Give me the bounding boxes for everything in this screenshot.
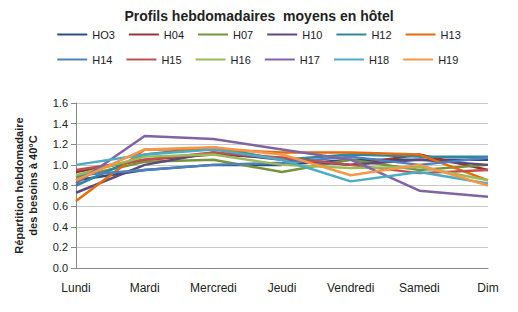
svg-text:1.6: 1.6: [53, 97, 68, 109]
svg-text:0.4: 0.4: [53, 221, 68, 233]
svg-text:H10: H10: [302, 29, 322, 41]
svg-text:des besoins à 40°C: des besoins à 40°C: [27, 135, 39, 235]
svg-text:Répartition hebdomadaire: Répartition hebdomadaire: [13, 117, 25, 253]
svg-text:H16: H16: [231, 54, 251, 66]
svg-text:H18: H18: [369, 54, 389, 66]
svg-text:Vendredi: Vendredi: [327, 281, 374, 295]
svg-text:H12: H12: [371, 29, 391, 41]
svg-text:Profils hebdomadaires moyens: Profils hebdomadaires moyens en hôtel: [124, 8, 393, 24]
svg-text:0.0: 0.0: [53, 262, 68, 274]
svg-text:H14: H14: [92, 54, 112, 66]
svg-text:H19: H19: [438, 54, 458, 66]
svg-text:1.2: 1.2: [53, 138, 68, 150]
svg-text:0.6: 0.6: [53, 200, 68, 212]
svg-text:1.0: 1.0: [53, 159, 68, 171]
svg-text:1.4: 1.4: [53, 118, 68, 130]
svg-text:Mardi: Mardi: [130, 281, 160, 295]
svg-text:Dim: Dim: [477, 281, 498, 295]
svg-text:H17: H17: [300, 54, 320, 66]
svg-text:0.8: 0.8: [53, 180, 68, 192]
svg-text:H13: H13: [441, 29, 461, 41]
svg-text:0.2: 0.2: [53, 241, 68, 253]
svg-text:Mercredi: Mercredi: [190, 281, 237, 295]
svg-text:Lundi: Lundi: [61, 281, 90, 295]
svg-text:H04: H04: [164, 29, 184, 41]
svg-text:H15: H15: [161, 54, 181, 66]
svg-text:Samedi: Samedi: [399, 281, 440, 295]
svg-text:HO3: HO3: [92, 29, 115, 41]
svg-text:Jeudi: Jeudi: [268, 281, 297, 295]
svg-text:H07: H07: [233, 29, 253, 41]
